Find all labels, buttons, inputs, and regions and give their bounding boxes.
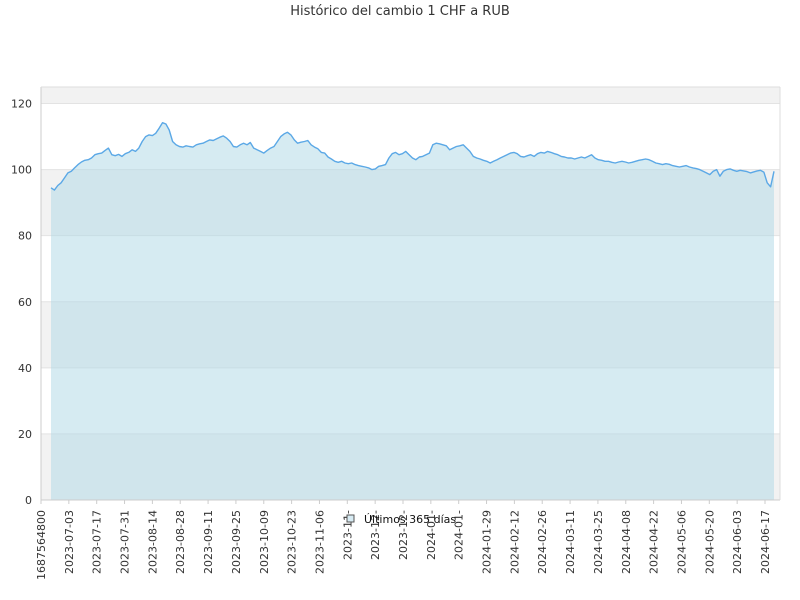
x-tick-label: 2024-01-29 [481, 510, 494, 574]
x-tick-label: 2023-12- [397, 510, 410, 560]
x-tick-label: 2024-05-20 [703, 510, 716, 574]
series-line [50, 122, 775, 191]
x-tick-label: 2023-07-03 [63, 510, 76, 574]
x-tick-label: 2023-12- [369, 510, 382, 560]
x-tick-label: 2023-09-25 [230, 510, 243, 574]
x-tick-label: 2023-11-06 [313, 510, 326, 574]
x-tick-label: 2024-01- [453, 510, 466, 560]
x-tick-label: 2024-04-08 [620, 510, 633, 574]
legend-label[interactable]: Últimos 365 días [364, 513, 456, 526]
x-tick-label: 2023-07-31 [119, 510, 132, 574]
x-tick-label: 2023-10-23 [286, 510, 299, 574]
x-tick-label: 2023-09-11 [202, 510, 215, 574]
y-tick-label: 20 [18, 428, 32, 441]
y-tick-label: 0 [25, 494, 32, 507]
y-tick-label: 80 [18, 230, 32, 243]
x-tick-label: 1687564800 [35, 510, 48, 580]
y-tick-label: 60 [18, 296, 32, 309]
x-tick-label: 2024-03-11 [564, 510, 577, 574]
legend[interactable]: Últimos 365 días [346, 513, 456, 526]
x-tick-label: 2024-06-03 [731, 510, 744, 574]
x-tick-label: 2023-08-28 [174, 510, 187, 574]
x-tick-label: 2024-06-17 [759, 510, 772, 574]
y-tick-label: 100 [11, 164, 32, 177]
x-tick-label: 2023-07-17 [91, 510, 104, 574]
legend-swatch[interactable] [346, 514, 355, 523]
grid-band [41, 87, 780, 104]
x-tick-label: 2024-02-26 [536, 510, 549, 574]
x-tick-label: 2024-03-25 [592, 510, 605, 574]
x-tick-label: 2023-10-09 [258, 510, 271, 574]
x-tick-label: 2024-02-12 [508, 510, 521, 574]
y-tick-label: 40 [18, 362, 32, 375]
chart-title: Histórico del cambio 1 CHF a RUB [290, 4, 510, 19]
y-axis-ticks: 0 20 40 60 80 100 120 [11, 98, 32, 507]
x-tick-label: 2024-05-06 [675, 510, 688, 574]
series-fill [51, 122, 774, 500]
x-tick-label: 2023-08-14 [146, 510, 159, 574]
axes [40, 86, 781, 501]
y-tick-label: 120 [11, 98, 32, 111]
x-tick-label: 2024-01- [425, 510, 438, 560]
x-tick-label: 2024-04-22 [648, 510, 661, 574]
x-axis-ticks: 1687564800 2023-07-03 2023-07-17 2023-07-31… [35, 500, 772, 580]
series-area [50, 122, 775, 500]
